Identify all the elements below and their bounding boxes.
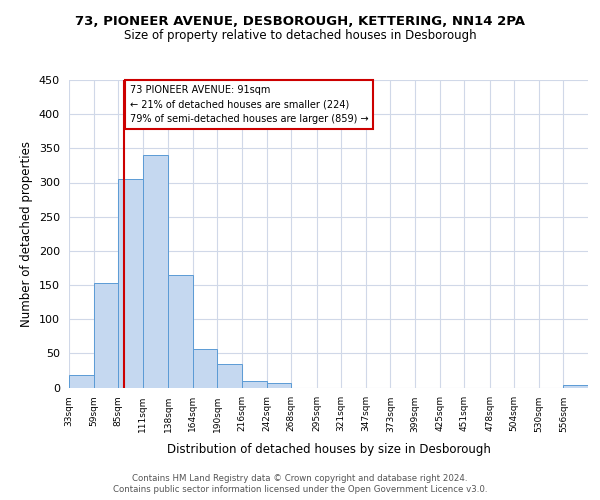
Text: 73, PIONEER AVENUE, DESBOROUGH, KETTERING, NN14 2PA: 73, PIONEER AVENUE, DESBOROUGH, KETTERIN… — [75, 15, 525, 28]
Bar — [94, 283, 118, 388]
Bar — [563, 386, 588, 388]
Bar — [193, 348, 217, 388]
Text: 73 PIONEER AVENUE: 91sqm
← 21% of detached houses are smaller (224)
79% of semi-: 73 PIONEER AVENUE: 91sqm ← 21% of detach… — [130, 85, 368, 124]
Bar — [217, 364, 242, 388]
X-axis label: Distribution of detached houses by size in Desborough: Distribution of detached houses by size … — [167, 442, 490, 456]
Bar — [168, 275, 193, 388]
Bar — [143, 155, 168, 388]
Bar — [266, 384, 291, 388]
Text: Contains HM Land Registry data © Crown copyright and database right 2024.: Contains HM Land Registry data © Crown c… — [132, 474, 468, 483]
Text: Contains public sector information licensed under the Open Government Licence v3: Contains public sector information licen… — [113, 485, 487, 494]
Bar — [118, 179, 143, 388]
Y-axis label: Number of detached properties: Number of detached properties — [20, 141, 33, 327]
Text: Size of property relative to detached houses in Desborough: Size of property relative to detached ho… — [124, 29, 476, 42]
Bar — [242, 380, 266, 388]
Bar — [69, 375, 94, 388]
